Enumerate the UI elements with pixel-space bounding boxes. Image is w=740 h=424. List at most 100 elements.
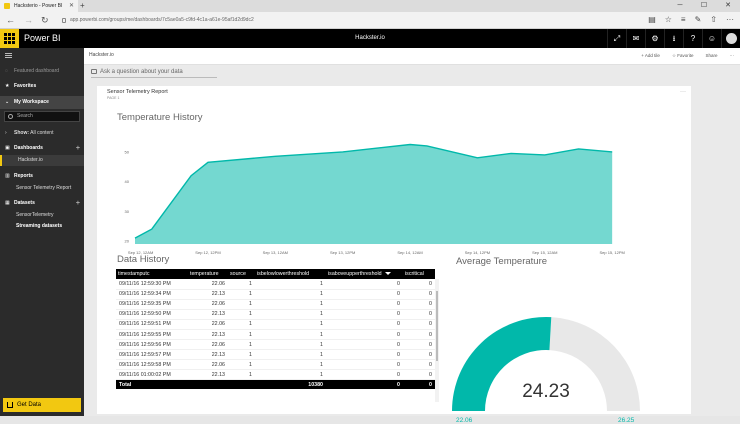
notes-icon[interactable]: ✉ [626,29,645,48]
table-cell: 22.06 [188,279,228,290]
table-cell: 1 [255,339,326,351]
column-header-isaboveupperthreshold[interactable]: isaboveupperthreshold [326,269,403,279]
refresh-icon[interactable]: ↻ [41,15,49,25]
hamburger-menu-icon[interactable] [5,53,12,58]
report-tile[interactable]: Sensor Telemetry Report PAGE 1 ··· Tempe… [97,86,691,424]
table-cell: 0 [403,359,435,371]
forward-icon[interactable]: → [24,15,33,25]
table-row: 09/11/16 12:59:58 PM 22.06 1 1 0 0 [116,359,435,371]
address-bar[interactable]: app.powerbi.com/groups/me/dashboards/7c5… [62,15,602,26]
table-cell: 0 [403,309,435,320]
table-cell: 1 [228,369,255,381]
maximize-icon[interactable]: ☐ [700,2,708,9]
sidebar-dashboards[interactable]: ▣ Dashboards + [0,145,84,152]
user-avatar[interactable] [721,29,740,48]
sidebar-dataset-item[interactable]: SensorTelemetry [0,212,84,218]
new-tab-icon[interactable]: + [80,1,85,10]
column-header-source[interactable]: source [228,269,255,279]
table-cell: 1 [228,339,255,351]
help-icon[interactable]: ? [683,29,702,48]
x-tick-label: Sep 14, 12PM [465,250,490,255]
more-icon[interactable]: ··· [726,15,734,24]
scrollbar-thumb[interactable] [436,291,438,361]
sidebar-datasets[interactable]: ▦ Datasets + [0,200,84,207]
powerbi-favicon-icon [4,3,10,9]
table-cell: 1 [228,329,255,341]
table-total-row: Total 10380 0 0 [116,379,435,389]
gauge-track [549,317,640,411]
window-controls: ─ ☐ ✕ [668,0,740,12]
table-cell: 0 [403,329,435,341]
qa-question-input[interactable]: Ask a question about your data [91,68,217,78]
share-icon[interactable]: ⇧ [710,15,717,24]
table-cell: 0 [403,339,435,351]
x-tick-label: Sep 12, 12PM [195,250,220,255]
dataset-item-label: Streaming datasets [16,223,63,229]
fullscreen-icon[interactable]: ⤢ [607,29,626,48]
table-row: 09/11/16 12:59:51 PM 22.06 1 1 0 0 [116,319,435,330]
close-window-icon[interactable]: ✕ [725,2,731,9]
sidebar-show-filter[interactable]: › Show: All content [0,130,84,136]
report-item-label: Sensor Telemetry Report [16,185,72,191]
table-header-row: timestamputc temperature source isbelowlowe… [116,269,435,279]
table-cell: 22.13 [188,369,228,381]
column-header-temperature[interactable]: temperature [188,269,228,279]
report-icon: ▥ [5,173,10,179]
column-header-iscritical[interactable]: iscritical [403,269,435,279]
more-options-button[interactable]: ··· [729,53,735,58]
sidebar-report-item[interactable]: Sensor Telemetry Report [0,185,84,191]
y-tick-label: 40 [125,179,130,184]
data-history-table: timestamputc temperature source isbelowlowe… [116,269,435,389]
table-cell: 1 [255,369,326,381]
sidebar-reports-label: Reports [14,173,33,179]
table-cell: 0 [403,299,435,310]
sidebar-search-input[interactable]: Search [4,111,80,122]
table-cell: 22.06 [188,319,228,330]
dashboard-item-label: Hackster.io [18,157,43,163]
table-cell: 1 [228,299,255,310]
table-cell: 22.13 [188,349,228,361]
table-cell: 0 [326,349,403,361]
tile-more-icon[interactable]: ··· [680,89,686,95]
back-icon[interactable]: ← [6,15,15,25]
sidebar-favorites[interactable]: ★ Favorites [0,83,84,89]
qa-placeholder: Ask a question about your data [100,69,183,75]
column-header-timestamputc[interactable]: timestamputc [116,269,188,279]
table-cell: 1 [255,299,326,310]
sidebar-dataset-item[interactable]: Streaming datasets [0,223,84,229]
minimize-icon[interactable]: ─ [677,2,683,9]
sidebar-dashboard-item[interactable]: Hackster.io [0,155,84,166]
add-dashboard-icon[interactable]: + [75,145,80,152]
settings-gear-icon[interactable]: ⚙ [645,29,664,48]
feedback-icon[interactable]: ☺ [702,29,721,48]
app-launcher-icon[interactable] [0,29,19,48]
table-cell: 0 [403,349,435,361]
dataset-icon: ▦ [5,200,10,206]
share-button[interactable]: Share [705,53,718,58]
favorite-button[interactable]: ☆ Favorite [671,53,694,58]
favorite-star-icon[interactable]: ☆ [664,15,672,24]
sidebar-reports[interactable]: ▥ Reports [0,173,84,179]
browser-tab[interactable]: Hacksterio - Power BI ✕ [0,0,78,12]
add-tile-button[interactable]: + Add tile [641,53,660,58]
sidebar-my-workspace[interactable]: ⌄ My Workspace [0,96,84,109]
table-cell: 09/11/16 01:00:02 PM [116,369,188,381]
download-icon[interactable]: ⭳ [664,29,683,48]
web-note-icon[interactable]: ✎ [694,15,702,24]
temperature-area-chart: 20 30 40 50 Sep 12, 12AM Sep 12, 12PM Sep 13, … [125,143,625,255]
table-cell: 0 [403,279,435,290]
tile-subtitle: PAGE 1 [107,96,120,100]
column-header-isbelowlowerthreshold[interactable]: isbelowlowerthreshold [255,269,326,279]
table-cell: 1 [228,319,255,330]
featured-icon: ◌ [5,68,8,74]
get-data-button[interactable]: Get Data [3,398,81,412]
tile-title: Sensor Telemetry Report [107,89,168,95]
table-scrollbar[interactable] [435,279,439,402]
browser-tab-title: Hacksterio - Power BI [14,3,63,9]
table-cell: 09/11/16 12:59:51 PM [116,319,188,330]
reading-view-icon[interactable]: ▤ [648,15,656,24]
sidebar-featured[interactable]: ◌ Featured dashboard [0,68,84,74]
close-tab-icon[interactable]: ✕ [68,3,74,9]
add-dataset-icon[interactable]: + [75,200,80,207]
hub-icon[interactable]: ≡ [680,15,686,24]
